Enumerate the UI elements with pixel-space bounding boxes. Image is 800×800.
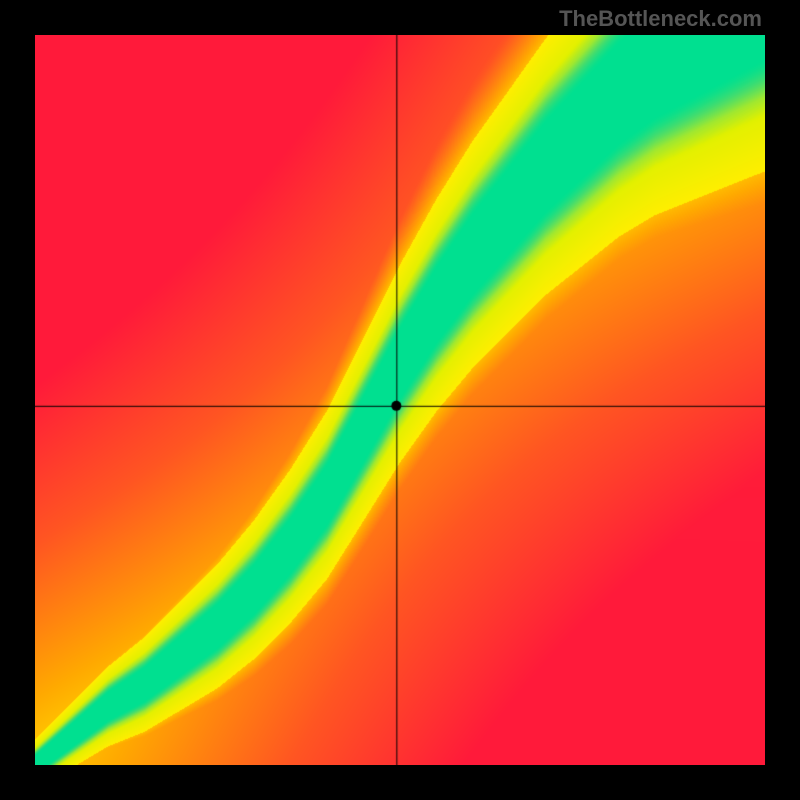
heatmap-canvas bbox=[35, 35, 765, 765]
watermark-text: TheBottleneck.com bbox=[559, 6, 762, 32]
chart-container: TheBottleneck.com bbox=[0, 0, 800, 800]
